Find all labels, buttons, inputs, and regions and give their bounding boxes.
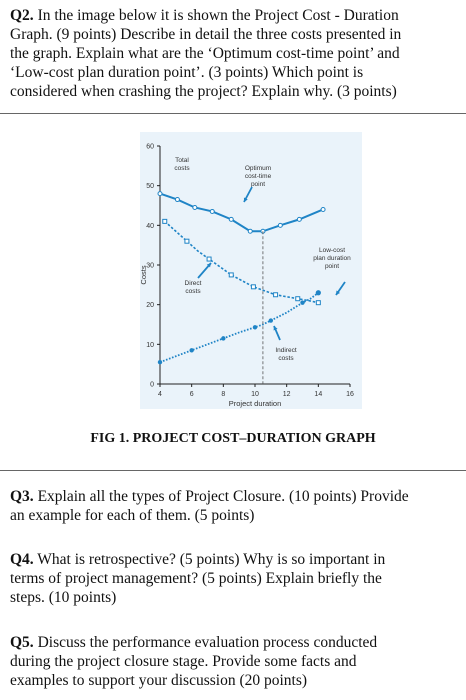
total-costs-point xyxy=(174,197,180,203)
annotation-line: cost-time xyxy=(245,173,272,180)
direct-costs-point xyxy=(162,218,168,224)
indirect-costs-point xyxy=(252,325,258,330)
direct-costs-line xyxy=(164,220,319,304)
total-costs-point xyxy=(320,206,326,212)
total-costs-point xyxy=(209,208,215,214)
y-tick-label: 50 xyxy=(146,183,154,190)
figure-caption: FIG 1. PROJECT COST–DURATION GRAPH xyxy=(90,431,376,446)
total-costs-point xyxy=(247,228,253,234)
question-4-line-1: Q4. What is retrospective? (5 points) Wh… xyxy=(10,551,386,568)
y-tick-label: 40 xyxy=(146,223,154,230)
annotation-line: Direct xyxy=(185,280,202,287)
question-4-line-3: steps. (10 points) xyxy=(10,589,117,606)
total-costs-point xyxy=(157,191,163,197)
chart-ticks: 0 10 20 30 40 50 60 4 6 8 10 12 14 16 xyxy=(146,144,354,399)
annotation-line: Indirect xyxy=(275,347,297,354)
indirect-costs-point xyxy=(157,359,163,365)
question-4: Q4. What is retrospective? (5 points) Wh… xyxy=(10,550,466,607)
direct-costs-point xyxy=(206,256,212,262)
annotation-line: Total xyxy=(175,157,189,164)
question-2-line-1: Q2. In the image below it is shown the P… xyxy=(10,7,399,24)
question-3: Q3. Explain all the types of Project Clo… xyxy=(10,487,466,525)
annotation-line: point xyxy=(251,181,265,188)
annotation-arrowhead xyxy=(206,263,211,268)
x-tick-label: 6 xyxy=(190,391,194,398)
question-5: Q5. Discuss the performance evaluation p… xyxy=(10,633,466,690)
annotation-line: costs xyxy=(174,165,190,172)
chart-series-layer xyxy=(157,191,326,384)
indirect-costs-point xyxy=(300,300,305,305)
question-2-line-2: Graph. (9 points) Describe in detail the… xyxy=(10,26,402,43)
total-costs-point xyxy=(277,222,283,228)
annotation-line: plan duration xyxy=(313,255,351,262)
question-2-line-4: ‘Low-cost plan duration point’. (3 point… xyxy=(10,64,364,81)
total-costs-point xyxy=(296,216,302,222)
cost-duration-chart: Costs Project duration 0 10 20 30 40 50 60 4 6 8 10… xyxy=(140,144,354,409)
y-tick-label: 30 xyxy=(146,263,154,270)
x-tick-label: 14 xyxy=(314,391,322,398)
total-costs-line xyxy=(159,192,324,233)
question-2-number: Q2. xyxy=(10,7,34,24)
x-tick-label: 4 xyxy=(158,391,162,398)
question-3-line-2: an example for each of them. (5 points) xyxy=(10,507,255,524)
x-tick-label: 16 xyxy=(346,391,354,398)
y-tick-label: 0 xyxy=(150,382,154,389)
annotation-line: costs xyxy=(278,355,294,362)
annotation-line: Low-cost xyxy=(319,247,345,254)
divider xyxy=(0,113,466,114)
question-4-number: Q4. xyxy=(10,551,34,568)
direct-costs-point xyxy=(295,296,301,302)
direct-costs-point xyxy=(315,300,321,306)
annotation-line: point xyxy=(325,263,339,270)
x-tick-label: 10 xyxy=(251,391,259,398)
y-tick-label: 20 xyxy=(146,302,154,309)
question-2-line-3: the graph. Explain what are the ‘Optimum… xyxy=(10,45,400,62)
y-tick-label: 10 xyxy=(146,342,154,349)
indirect-costs-point xyxy=(268,318,274,323)
y-axis-label: Costs xyxy=(140,265,148,284)
cost-duration-chart-panel: Costs Project duration 0 10 20 30 40 50 60 4 6 8 10… xyxy=(140,132,362,409)
total-costs-point xyxy=(228,216,234,222)
question-3-number: Q3. xyxy=(10,488,34,505)
x-tick-label: 12 xyxy=(283,391,291,398)
divider xyxy=(0,470,466,471)
question-3-line-1: Q3. Explain all the types of Project Clo… xyxy=(10,488,409,505)
question-4-line-2: terms of project management? (5 points) … xyxy=(10,570,382,587)
question-5-line-3: examples to support your discussion (20 … xyxy=(10,672,308,689)
annotation-line: Optimum xyxy=(245,165,271,172)
question-2-line-5: considered when crashing the project? Ex… xyxy=(10,83,397,100)
annotation-line: costs xyxy=(185,288,201,295)
annotation-arrowhead xyxy=(273,326,278,331)
question-5-line-2: during the project closure stage. Provid… xyxy=(10,653,357,670)
question-5-line-1: Q5. Discuss the performance evaluation p… xyxy=(10,634,378,651)
direct-costs-point xyxy=(250,284,256,290)
direct-costs-point xyxy=(228,272,234,278)
question-2: Q2. In the image below it is shown the P… xyxy=(10,6,466,101)
annotation-arrowhead xyxy=(336,290,341,295)
annotation-arrowhead xyxy=(243,197,248,202)
x-axis-label: Project duration xyxy=(229,399,282,408)
indirect-costs-point xyxy=(221,336,226,341)
chart-axes: Costs Project duration xyxy=(140,146,350,408)
direct-costs-point xyxy=(184,238,190,244)
y-tick-label: 60 xyxy=(146,144,154,151)
direct-costs-point xyxy=(273,292,279,298)
low-cost-point-marker xyxy=(315,290,321,296)
x-tick-label: 8 xyxy=(221,391,225,398)
question-5-number: Q5. xyxy=(10,634,34,651)
total-costs-point xyxy=(192,204,198,210)
indirect-costs-point xyxy=(189,348,194,353)
